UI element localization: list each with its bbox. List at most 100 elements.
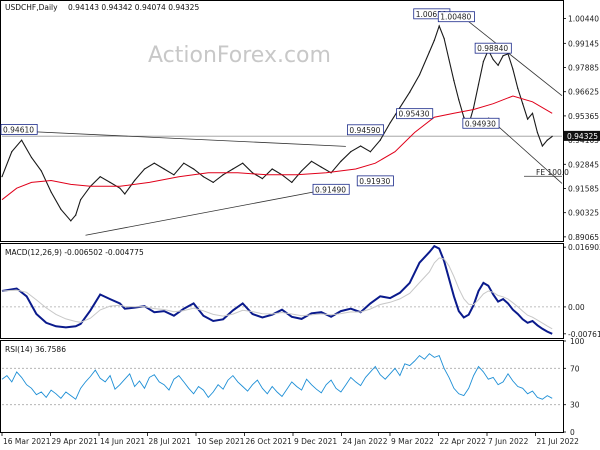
price-point bbox=[409, 91, 411, 93]
macd-axis-label: 0.016903 bbox=[568, 243, 600, 252]
macd-label: MACD(12,26,9) -0.006502 -0.004775 bbox=[5, 248, 144, 257]
ohlc-header: 0.94143 0.94342 0.94074 0.94325 bbox=[68, 3, 199, 12]
price-point bbox=[399, 106, 401, 109]
price-axis-label: 0.95365 bbox=[568, 112, 599, 121]
macd-signal-line bbox=[1, 257, 553, 330]
price-point bbox=[1, 176, 3, 178]
price-point bbox=[472, 106, 475, 109]
rsi-label: RSI(14) 36.7586 bbox=[5, 345, 66, 354]
price-point bbox=[551, 135, 553, 137]
price-point bbox=[301, 170, 303, 172]
rsi-panel-frame bbox=[0, 340, 564, 433]
level-label-text: 0.98840 bbox=[477, 44, 508, 53]
price-point bbox=[463, 116, 465, 118]
price-point bbox=[99, 176, 101, 178]
level-label-box bbox=[312, 183, 350, 195]
rsi-axis-label: 30 bbox=[570, 401, 580, 410]
price-point bbox=[433, 39, 435, 41]
price-point bbox=[389, 122, 391, 124]
last-price-text: 0.94325 bbox=[567, 132, 598, 141]
level-label-box bbox=[474, 42, 512, 54]
price-point bbox=[21, 139, 23, 141]
date-axis-label: 28 Jul 2021 bbox=[149, 437, 192, 446]
level-label-box bbox=[437, 11, 475, 23]
price-point bbox=[492, 58, 494, 61]
rsi-axis-label: 0 bbox=[570, 428, 575, 437]
rsi-layer bbox=[1, 353, 562, 406]
price-point bbox=[251, 172, 254, 174]
trendline-0 bbox=[4, 130, 346, 147]
price-point bbox=[119, 187, 121, 189]
price-point bbox=[418, 74, 421, 76]
rsi-axis-label: 100 bbox=[570, 337, 585, 346]
price-axis-label: 0.89065 bbox=[568, 233, 599, 242]
price-point bbox=[512, 68, 514, 70]
fe-label: FE 100.0 bbox=[536, 168, 569, 177]
date-axis-label: 16 Mar 2021 bbox=[3, 437, 51, 446]
level-label-text: 0.94610 bbox=[3, 125, 34, 134]
price-point bbox=[11, 151, 13, 153]
price-point bbox=[109, 181, 111, 184]
price-point bbox=[192, 168, 195, 170]
date-axis-label: 21 Jul 2022 bbox=[537, 437, 580, 446]
price-point bbox=[75, 214, 77, 216]
price-point bbox=[458, 99, 460, 101]
macd-panel-frame bbox=[0, 243, 564, 339]
level-label-text: 0.91930 bbox=[359, 177, 390, 186]
price-point bbox=[242, 162, 244, 164]
price-point bbox=[531, 112, 534, 114]
price-point bbox=[350, 151, 352, 153]
trendline-3 bbox=[488, 117, 563, 184]
price-panel-frame bbox=[0, 0, 564, 242]
price-point bbox=[428, 51, 430, 53]
watermark: ActionForex.com bbox=[148, 43, 331, 68]
price-point bbox=[482, 60, 485, 63]
price-axis-label: 0.97885 bbox=[568, 64, 599, 73]
price-axis-label: 0.90325 bbox=[568, 209, 599, 218]
price-point bbox=[497, 64, 499, 66]
price-point bbox=[517, 87, 519, 89]
price-point bbox=[222, 174, 224, 176]
rsi-line bbox=[1, 353, 553, 400]
level-label-box bbox=[462, 117, 500, 129]
price-point bbox=[477, 83, 480, 86]
price-point bbox=[379, 139, 381, 141]
price-point bbox=[183, 162, 185, 164]
date-axis-label: 22 Apr 2022 bbox=[440, 437, 487, 446]
price-axis-label: 0.92845 bbox=[568, 160, 599, 169]
price-point bbox=[261, 178, 263, 180]
level-label-box bbox=[356, 175, 394, 187]
macd-layer bbox=[1, 244, 562, 335]
price-point bbox=[546, 139, 548, 141]
price-point bbox=[202, 176, 205, 178]
date-axis-label: 29 Apr 2021 bbox=[52, 437, 99, 446]
trendline-2 bbox=[463, 17, 563, 96]
level-label-box bbox=[347, 124, 385, 136]
level-label-text: 0.94930 bbox=[465, 119, 496, 128]
price-point bbox=[502, 55, 504, 57]
date-axis-label: 14 Jun 2021 bbox=[100, 437, 145, 446]
last-price-badge bbox=[564, 130, 600, 141]
level-label-text: 0.95430 bbox=[399, 110, 430, 119]
rsi-axis-label: 70 bbox=[570, 364, 580, 373]
moving-average-line bbox=[1, 95, 553, 201]
date-axis-label: 9 Dec 2021 bbox=[294, 437, 337, 446]
price-point bbox=[291, 181, 293, 184]
price-point bbox=[50, 191, 52, 193]
price-point bbox=[153, 162, 155, 164]
level-label-text: 0.91490 bbox=[315, 185, 346, 194]
level-label-text: 0.94590 bbox=[349, 126, 380, 135]
axes-layer: 1.004400.991450.978850.966250.953650.941… bbox=[1, 14, 600, 446]
price-point bbox=[134, 179, 136, 182]
date-axis-label: 9 Mar 2022 bbox=[391, 437, 434, 446]
level-label-text: 1.00480 bbox=[440, 13, 471, 22]
date-axis-label: 10 Sep 2021 bbox=[197, 437, 245, 446]
date-axis-label: 26 Oct 2021 bbox=[246, 437, 293, 446]
date-axis-label: 7 Jun 2022 bbox=[488, 437, 529, 446]
price-axis-label: 1.00440 bbox=[568, 14, 599, 23]
level-label-box bbox=[396, 108, 434, 120]
price-point bbox=[453, 80, 455, 82]
